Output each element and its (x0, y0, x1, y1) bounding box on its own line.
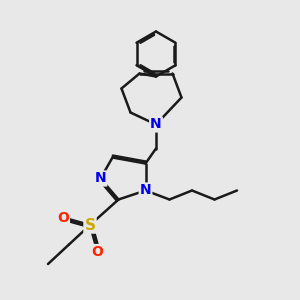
Text: N: N (150, 118, 162, 131)
Text: N: N (140, 184, 151, 197)
Text: O: O (57, 211, 69, 224)
Text: N: N (95, 172, 106, 185)
Text: O: O (92, 245, 104, 259)
Text: S: S (85, 218, 95, 232)
